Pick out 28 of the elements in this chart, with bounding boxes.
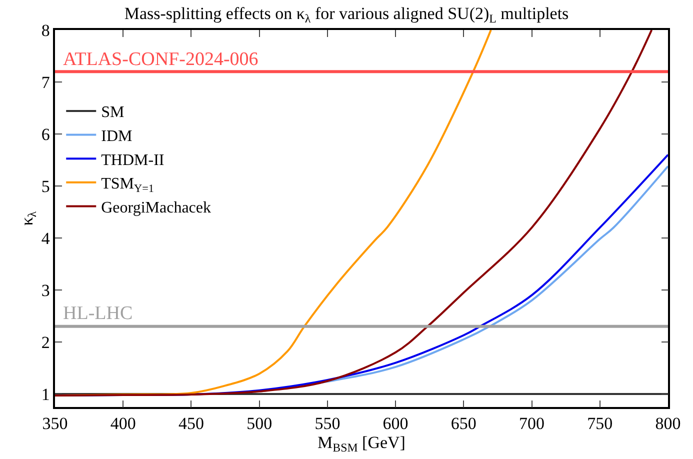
legend-label: GeorgiMachacek — [101, 199, 212, 216]
legend-label: SM — [101, 104, 124, 122]
x-axis-title: M$_{BSM}$ [GeV] — [318, 433, 406, 455]
x-tick-label: 700 — [519, 414, 545, 434]
x-tick-label: 350 — [42, 414, 68, 434]
y-tick-label: 2 — [41, 332, 50, 352]
y-tick-label: 4 — [41, 228, 50, 248]
ref-line-label: HL-LHC — [63, 303, 133, 324]
y-tick-label: 1 — [41, 384, 50, 404]
legend-label: IDM — [101, 128, 132, 146]
y-tick-label: 8 — [41, 20, 50, 40]
x-tick-label: 750 — [587, 414, 613, 434]
y-tick-label: 3 — [41, 280, 50, 300]
x-tick-label: 400 — [110, 414, 136, 434]
y-tick-label: 7 — [41, 72, 50, 92]
x-tick-label: 500 — [246, 414, 272, 434]
legend-label: TSM$_{Y=1}$ — [101, 176, 154, 195]
chart-title: Mass-splitting effects on κ$_{λ}$ for various aligned SU(2)$_{L}$ multiplets — [124, 4, 569, 26]
x-tick-label: 550 — [314, 414, 340, 434]
line-series — [55, 30, 653, 397]
x-tick-label: 450 — [178, 414, 204, 434]
x-tick-label: 650 — [450, 414, 476, 434]
y-tick-label: 5 — [41, 176, 50, 196]
x-tick-label: 800 — [655, 414, 681, 434]
x-tick-label: 600 — [382, 414, 408, 434]
y-tick-label: 6 — [41, 124, 50, 144]
legend-label: THDM-II — [101, 152, 164, 169]
ref-line-label: ATLAS-CONF-2024-006 — [63, 49, 258, 70]
